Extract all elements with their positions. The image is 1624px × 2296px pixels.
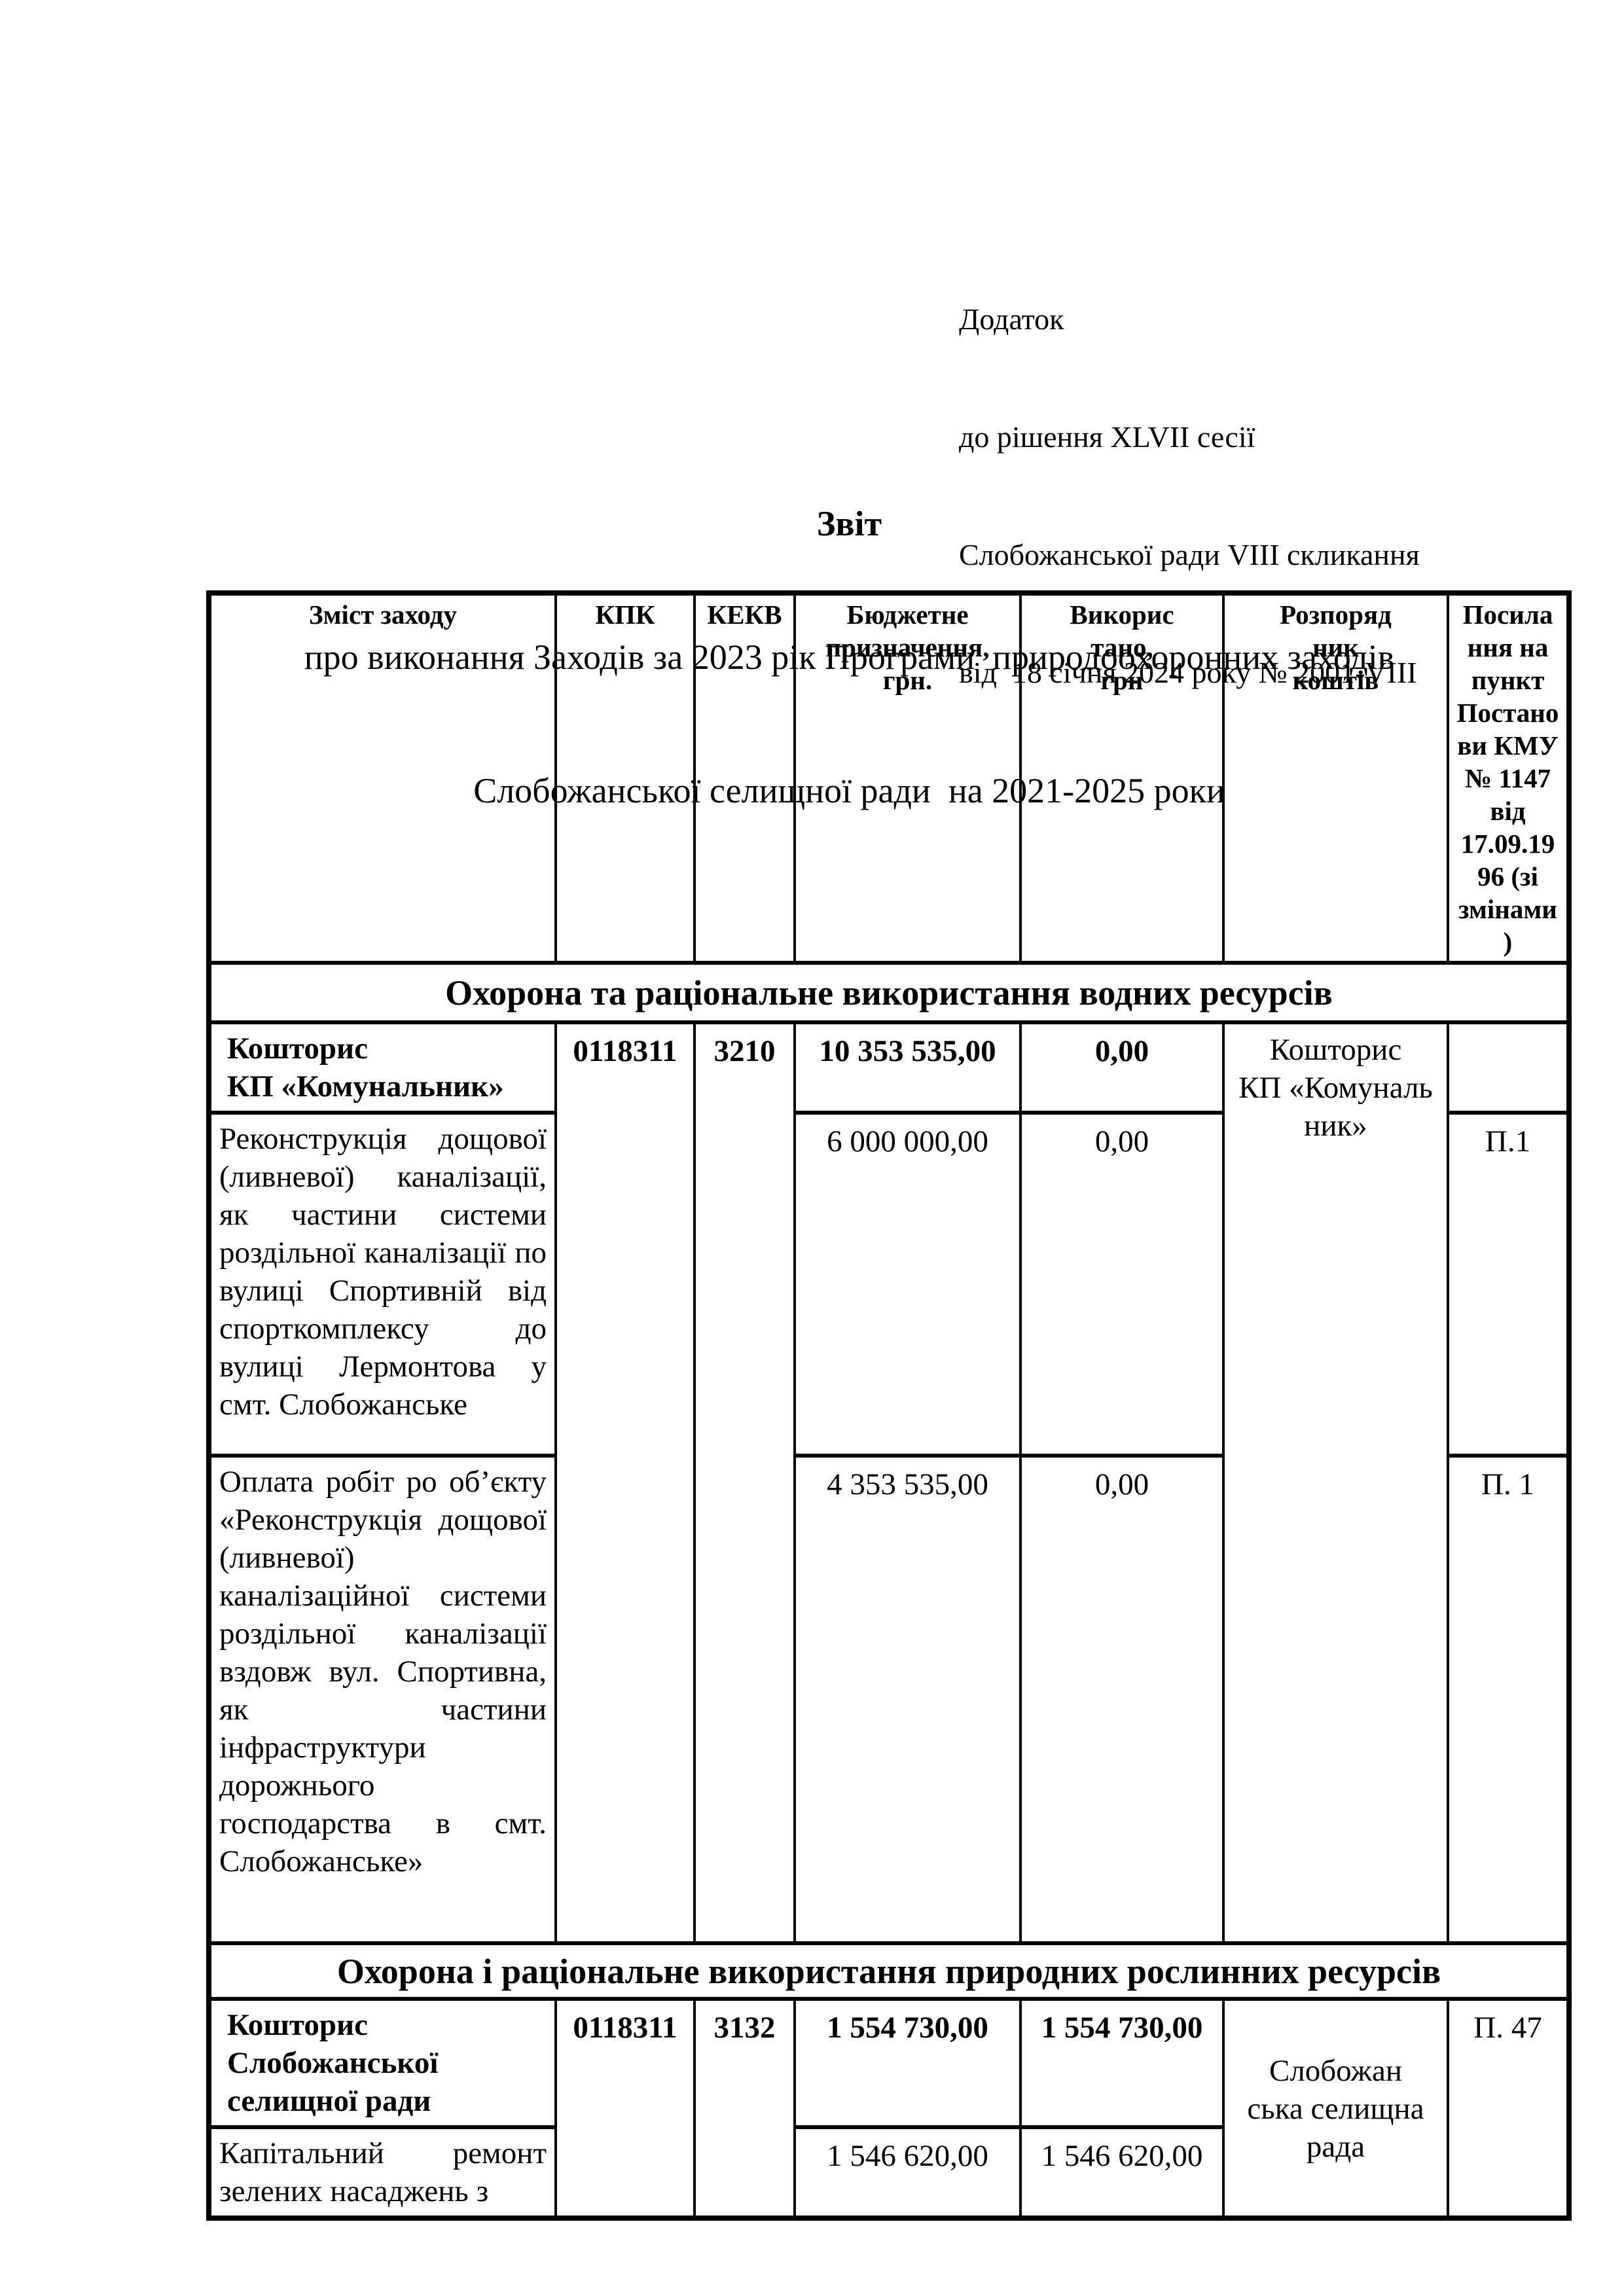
cell-used: 0,00 [1019,1111,1225,1458]
table-header-row: Зміст заходу КПК КЕКВ Бюджетне призначен… [208,591,1570,965]
column-header-budget: Бюджетне призначення, грн. [793,591,1022,965]
cell-budget: 6 000 000,00 [793,1111,1022,1458]
column-header-manager: Розпоряд ник коштів [1222,591,1449,965]
cell-content: Оплата робіт ро об’єкту «Реконструкція д… [208,1454,557,1945]
cell-budget: 4 353 535,00 [793,1454,1022,1945]
annex-line: Додаток [959,302,1064,336]
cell-content: Кошторис Слобожанської селищної ради [208,1997,557,2129]
column-header-kpk: КПК [554,591,696,965]
cell-content: Капітальний ремонт зелених насаджень з [208,2125,557,2220]
cell-kpk: 0118311 [554,1997,696,2220]
annex-line: Слобожанської ради VIII скликання [959,538,1420,571]
cell-manager: Слобожан ська селищна рада [1222,1997,1449,2220]
cell-budget: 10 353 535,00 [793,1020,1022,1115]
table-row: Капітальний ремонт зелених насаджень з 1… [208,2125,1569,2220]
column-header-content: Зміст заходу [208,591,557,965]
section-title-water: Охорона та раціональне використання водн… [208,961,1570,1024]
section-row: Охорона і раціональне використання приро… [208,1941,1570,2001]
cell-kekv: 3132 [693,1997,796,2220]
section-title-plants: Охорона і раціональне використання приро… [208,1941,1570,2001]
cell-used: 0,00 [1019,1020,1225,1115]
annex-line: до рішення XLVII сесії [959,420,1255,454]
cell-reference [1447,1020,1570,1115]
cell-used: 1 546 620,00 [1019,2125,1225,2220]
table-row: Кошторис КП «Комунальник» 0118311 3210 1… [208,1020,1570,1945]
cell-content: Реконструкція дощової (ливневої) каналіз… [208,1111,557,1458]
page-title: Звіт [816,504,882,543]
cell-used: 1 554 730,00 [1019,1997,1225,2129]
table-row: Оплата робіт ро об’єкту «Реконструкція д… [208,1454,1570,1945]
cell-budget: 1 554 730,00 [793,1997,1022,2129]
cell-kekv: 3210 [693,1020,796,1945]
report-table: Зміст заходу КПК КЕКВ Бюджетне призначен… [206,590,1572,2221]
cell-used: 0,00 [1019,1454,1225,1945]
cell-kpk: 0118311 [554,1020,696,1945]
column-header-used: Викорис тано, грн [1019,591,1225,965]
cell-content: Кошторис КП «Комунальник» [208,1020,557,1115]
table-row: Реконструкція дощової (ливневої) каналіз… [208,1111,1570,1458]
table-row: Кошторис Слобожанської селищної ради 011… [208,1997,1570,2220]
column-header-kekv: КЕКВ [693,591,796,965]
column-header-reference: Посила ння на пункт Постано ви КМУ № 114… [1447,591,1570,965]
cell-reference: П. 47 [1447,1997,1570,2220]
cell-reference: П.1 [1447,1111,1570,1458]
section-row: Охорона та раціональне використання водн… [208,961,1570,1024]
cell-budget: 1 546 620,00 [793,2125,1022,2220]
cell-manager: Кошторис КП «Комуналь ник» [1222,1020,1449,1945]
cell-reference: П. 1 [1447,1454,1570,1945]
